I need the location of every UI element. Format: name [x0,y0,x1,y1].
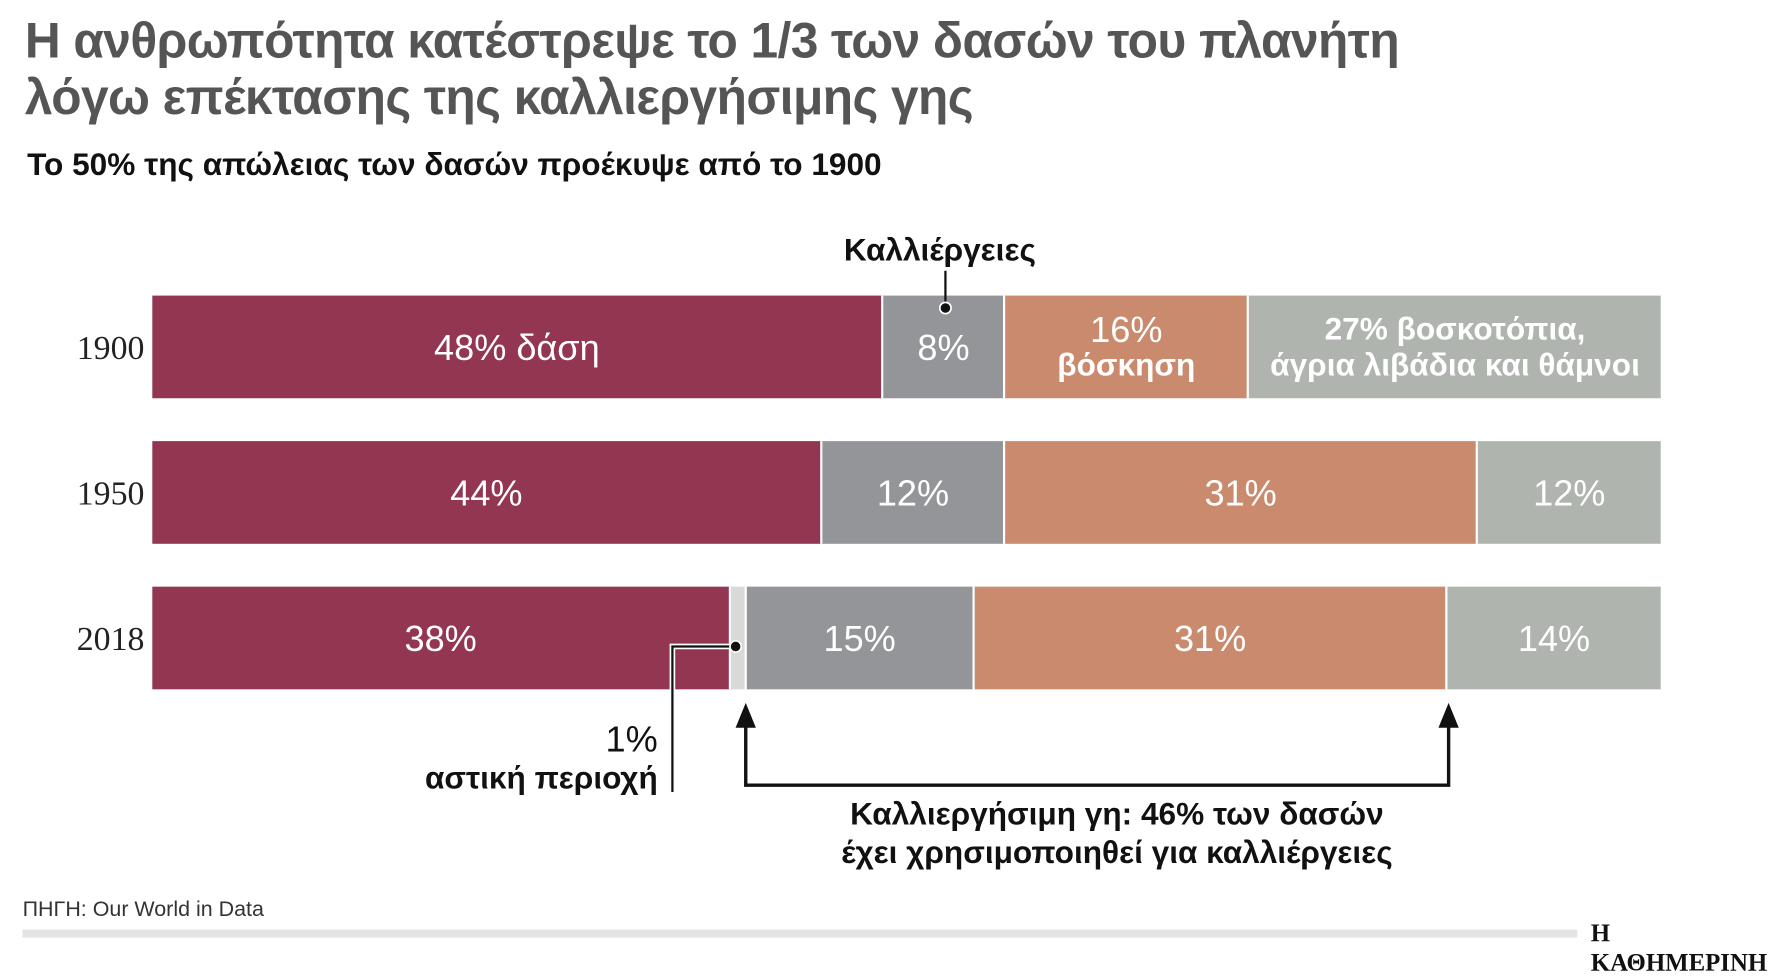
bar-segment-1950-rough_grazing: 12% [1477,441,1661,544]
data-label-1950-cropland: 12% [876,472,950,513]
source-note: ΠΗΓΗ: Our World in Data [22,898,264,922]
bar-segment-2018-urban [731,586,747,690]
chart-title: Η ανθρωπότητα κατέστρεψε το 1/3 των δασώ… [24,13,1400,127]
publisher-logo: Η ΚΑΘΗΜΕΡΙΝΗ [1590,918,1768,976]
agri-bracket-line [744,716,1451,787]
data-label-1950-forest: 44% [450,472,523,513]
urban-leader-line [671,645,736,792]
agri-annotation-line-1: Καλλιεργήσιμη γη: 46% των δασών [850,796,1384,832]
bar-segment-1900-grazing: 16% βόσκηση [1005,295,1250,399]
urban-label-annotation: αστική περιοχή [425,760,658,796]
urban-leader-halo [669,643,736,792]
bar-segment-1900-rough_grazing: 27% βοσκοτόπια, άγρια λιβάδια και θάμνοι [1249,295,1661,399]
data-label-2018-cropland: 15% [823,617,896,659]
data-label-1950-rough_grazing: 12% [1533,472,1606,513]
agri-arrow-left-icon [735,702,756,728]
data-label-1900-forest: 48% δάση [434,326,600,368]
urban-leader-dot [729,639,743,653]
cropland-leader-dot [938,301,952,315]
title-line-1: Η ανθρωπότητα κατέστρεψε το 1/3 των δασώ… [24,13,1400,69]
data-label-1900-grazing: 16% βόσκηση [1057,308,1196,382]
urban-value-annotation: 1% [605,718,658,760]
agri-annotation: Καλλιεργήσιμη γη: 46% των δασών έχει χρη… [745,795,1490,872]
bar-segment-1900-cropland: 8% [883,295,1006,399]
annotation-lines [669,270,1459,792]
cropland-annotation: Καλλιέργειες [843,232,1036,268]
year-label-2018: 2018 [76,620,145,658]
footer-rule [22,929,1578,938]
bar-segment-2018-cropland: 15% [746,586,976,690]
agri-arrow-right-icon [1438,702,1459,728]
bar-segment-2018-forest: 38% [152,586,732,690]
data-label-1950-grazing: 31% [1204,472,1277,513]
bar-segment-1900-forest: 48% δάση [152,295,884,399]
bar-segment-1950-grazing: 31% [1005,441,1478,544]
agri-annotation-line-2: έχει χρησιμοποιηθεί για καλλιέργειες [841,834,1393,870]
bar-segment-2018-rough_grazing: 14% [1447,586,1661,690]
infographic: Η ανθρωπότητα κατέστρεψε το 1/3 των δασώ… [22,13,1767,976]
title-line-2: λόγω επέκτασης της καλλιεργήσιμης γης [24,69,974,126]
chart-subtitle: Το 50% της απώλειας των δασών προέκυψε α… [27,146,882,182]
year-label-1900: 1900 [76,329,145,367]
year-label-1950: 1950 [76,474,145,513]
bar-segment-1950-forest: 44% [152,441,823,544]
bar-segment-1950-cropland: 12% [822,441,1006,544]
data-label-1900-rough_grazing: 27% βοσκοτόπια, άγρια λιβάδια και θάμνοι [1270,310,1640,382]
bar-segment-2018-grazing: 31% [975,586,1448,690]
data-label-2018-grazing: 31% [1173,617,1247,659]
data-label-1900-cropland: 8% [917,326,970,368]
data-label-2018-rough_grazing: 14% [1517,617,1591,659]
data-label-2018-forest: 38% [404,617,477,659]
